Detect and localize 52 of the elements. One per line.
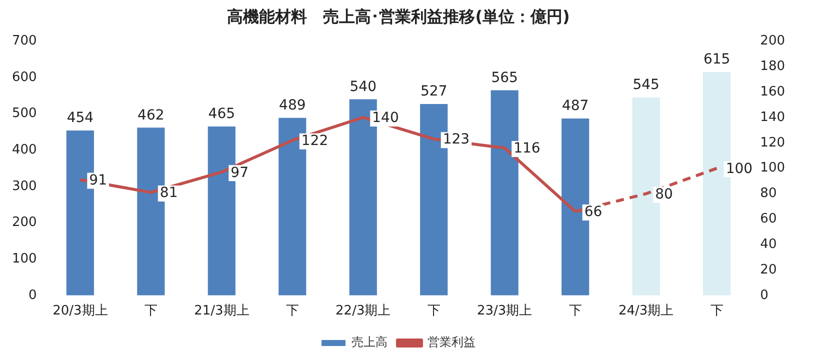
x-tick-label: 24/3期上 (618, 304, 674, 319)
y-tick-label: 100 (12, 251, 37, 266)
data-label: 565 (491, 70, 518, 86)
x-tick-label: 下 (568, 304, 582, 319)
data-label: 66 (584, 204, 602, 220)
data-label: 454 (66, 110, 94, 126)
data-label: 465 (208, 106, 236, 122)
data-label: 97 (230, 164, 248, 181)
y2-tick-label: 100 (760, 160, 786, 176)
data-label: 91 (89, 172, 108, 188)
x-tick-label: 下 (144, 304, 158, 319)
y2-tick-label: 160 (760, 84, 786, 100)
y-tick-label: 200 (12, 215, 37, 230)
x-tick-label: 下 (286, 304, 299, 319)
data-label: 116 (514, 140, 540, 157)
y-tick-label: 400 (12, 142, 37, 158)
y2-tick-label: 40 (760, 236, 777, 252)
data-label: 80 (655, 186, 673, 202)
data-label: 81 (160, 185, 178, 202)
y-tick-label: 700 (12, 34, 37, 49)
y2-tick-label: 80 (760, 186, 777, 202)
x-tick-label: 20/3期上 (52, 304, 108, 319)
data-label: 100 (726, 160, 753, 177)
data-label: 527 (420, 84, 448, 100)
y2-tick-label: 180 (760, 58, 786, 74)
data-label: 545 (632, 77, 660, 94)
x-tick-label: 下 (710, 304, 724, 319)
data-label: 122 (301, 132, 328, 149)
data-label: 487 (562, 98, 589, 114)
x-tick-label: 下 (427, 304, 440, 319)
y2-tick-label: 120 (760, 135, 786, 150)
y-tick-label: 500 (12, 106, 37, 122)
x-tick-label: 23/3期上 (477, 304, 532, 319)
data-label: 615 (703, 52, 730, 68)
data-label: 123 (442, 132, 470, 148)
data-label: 462 (138, 107, 164, 124)
y2-tick-label: 140 (760, 110, 786, 125)
data-label: 489 (279, 97, 306, 114)
y2-tick-label: 60 (760, 212, 777, 227)
legend-label: 営業利益 (428, 335, 476, 350)
data-label: 140 (372, 110, 399, 126)
y-tick-label: 300 (12, 178, 37, 194)
data-label: 540 (350, 78, 376, 95)
x-tick-label: 21/3期上 (194, 304, 250, 319)
y-tick-label: 0 (28, 288, 37, 303)
y2-tick-label: 20 (760, 262, 777, 278)
y2-tick-label: 200 (760, 34, 786, 49)
legend-label: 売上高 (352, 335, 388, 350)
chart-title: 高機能材料 売上高･営業利益推移(単位：億円) (227, 6, 570, 26)
y2-tick-label: 0 (760, 288, 768, 303)
x-tick-label: 22/3期上 (336, 304, 391, 319)
y-tick-label: 600 (12, 70, 37, 85)
